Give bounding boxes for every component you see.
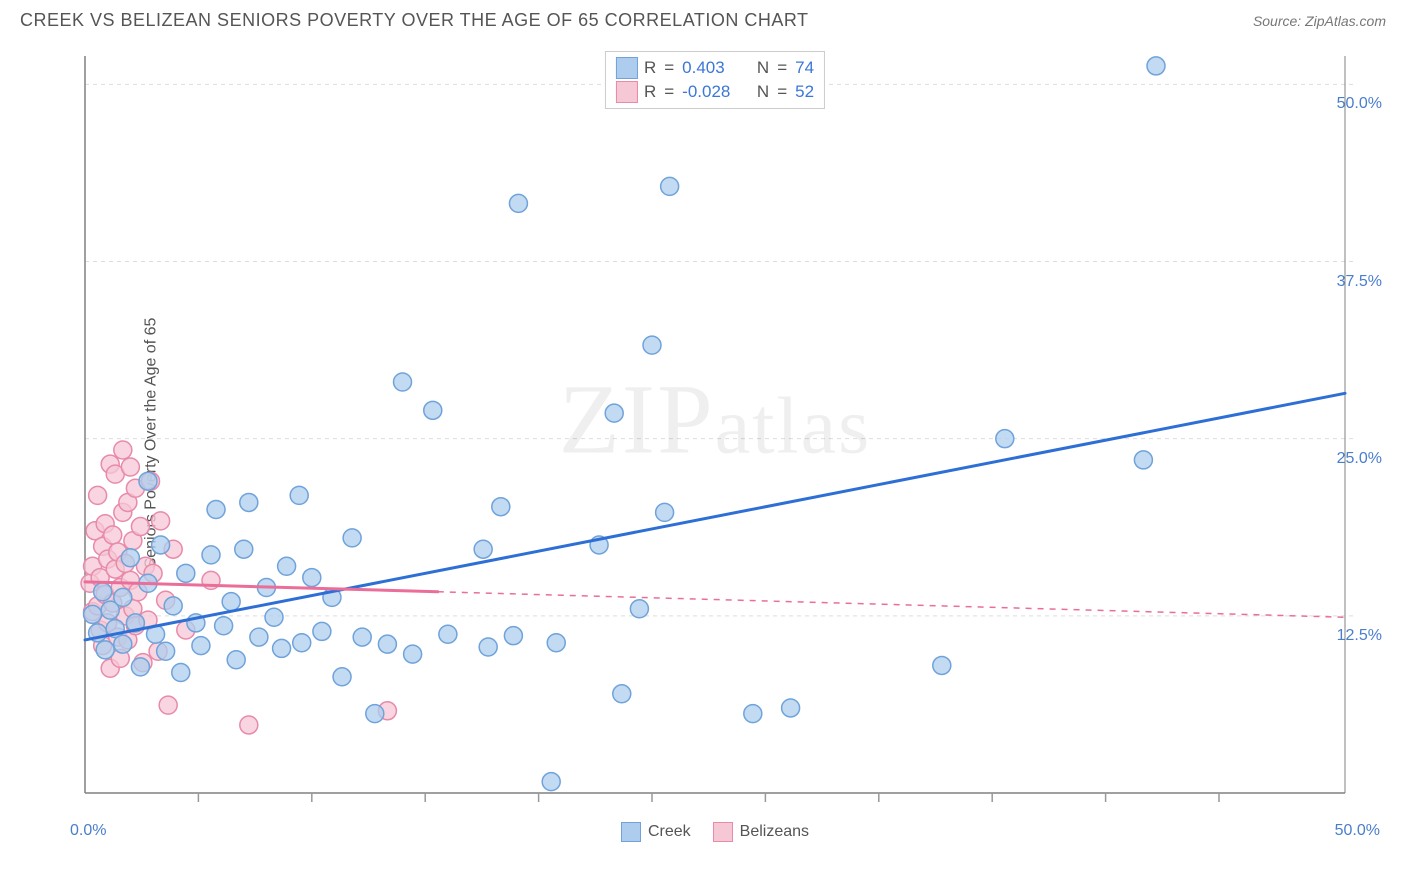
y-tick-label: 25.0% [1337, 450, 1382, 468]
chart-title: CREEK VS BELIZEAN SENIORS POVERTY OVER T… [20, 10, 809, 31]
chart-header: CREEK VS BELIZEAN SENIORS POVERTY OVER T… [0, 0, 1406, 37]
y-tick-label: 50.0% [1337, 95, 1382, 113]
stats-swatch-creek [616, 57, 638, 79]
stats-n-value: 74 [795, 58, 814, 78]
y-tick-label: 12.5% [1337, 627, 1382, 645]
legend-item-belizeans: Belizeans [713, 822, 809, 842]
series-legend: Creek Belizeans [40, 822, 1390, 842]
stats-n-eq: = [777, 58, 787, 78]
stats-eq: = [664, 82, 674, 102]
legend-label-creek: Creek [648, 823, 691, 841]
stats-n-eq: = [777, 82, 787, 102]
stats-n-label: N [757, 58, 769, 78]
legend-swatch-creek [621, 822, 641, 842]
y-tick-label: 37.5% [1337, 273, 1382, 291]
legend-item-creek: Creek [621, 822, 691, 842]
stats-n-value: 52 [795, 82, 814, 102]
source-name: ZipAtlas.com [1305, 13, 1386, 29]
stats-row-belizeans: R = -0.028 N = 52 [616, 80, 814, 104]
stats-r-label: R [644, 58, 656, 78]
source-attribution: Source: ZipAtlas.com [1253, 13, 1386, 29]
stats-r-value: -0.028 [682, 82, 740, 102]
stats-row-creek: R = 0.403 N = 74 [616, 56, 814, 80]
stats-eq: = [664, 58, 674, 78]
scatter-plot-svg [70, 48, 1360, 808]
plot-container: Seniors Poverty Over the Age of 65 ZIPat… [40, 48, 1390, 838]
stats-r-label: R [644, 82, 656, 102]
legend-label-belizeans: Belizeans [740, 823, 809, 841]
stats-swatch-belizeans [616, 81, 638, 103]
stats-r-value: 0.403 [682, 58, 740, 78]
source-prefix: Source: [1253, 13, 1305, 29]
legend-swatch-belizeans [713, 822, 733, 842]
stats-legend: R = 0.403 N = 74 R = -0.028 N = 52 [605, 51, 825, 109]
stats-n-label: N [757, 82, 769, 102]
